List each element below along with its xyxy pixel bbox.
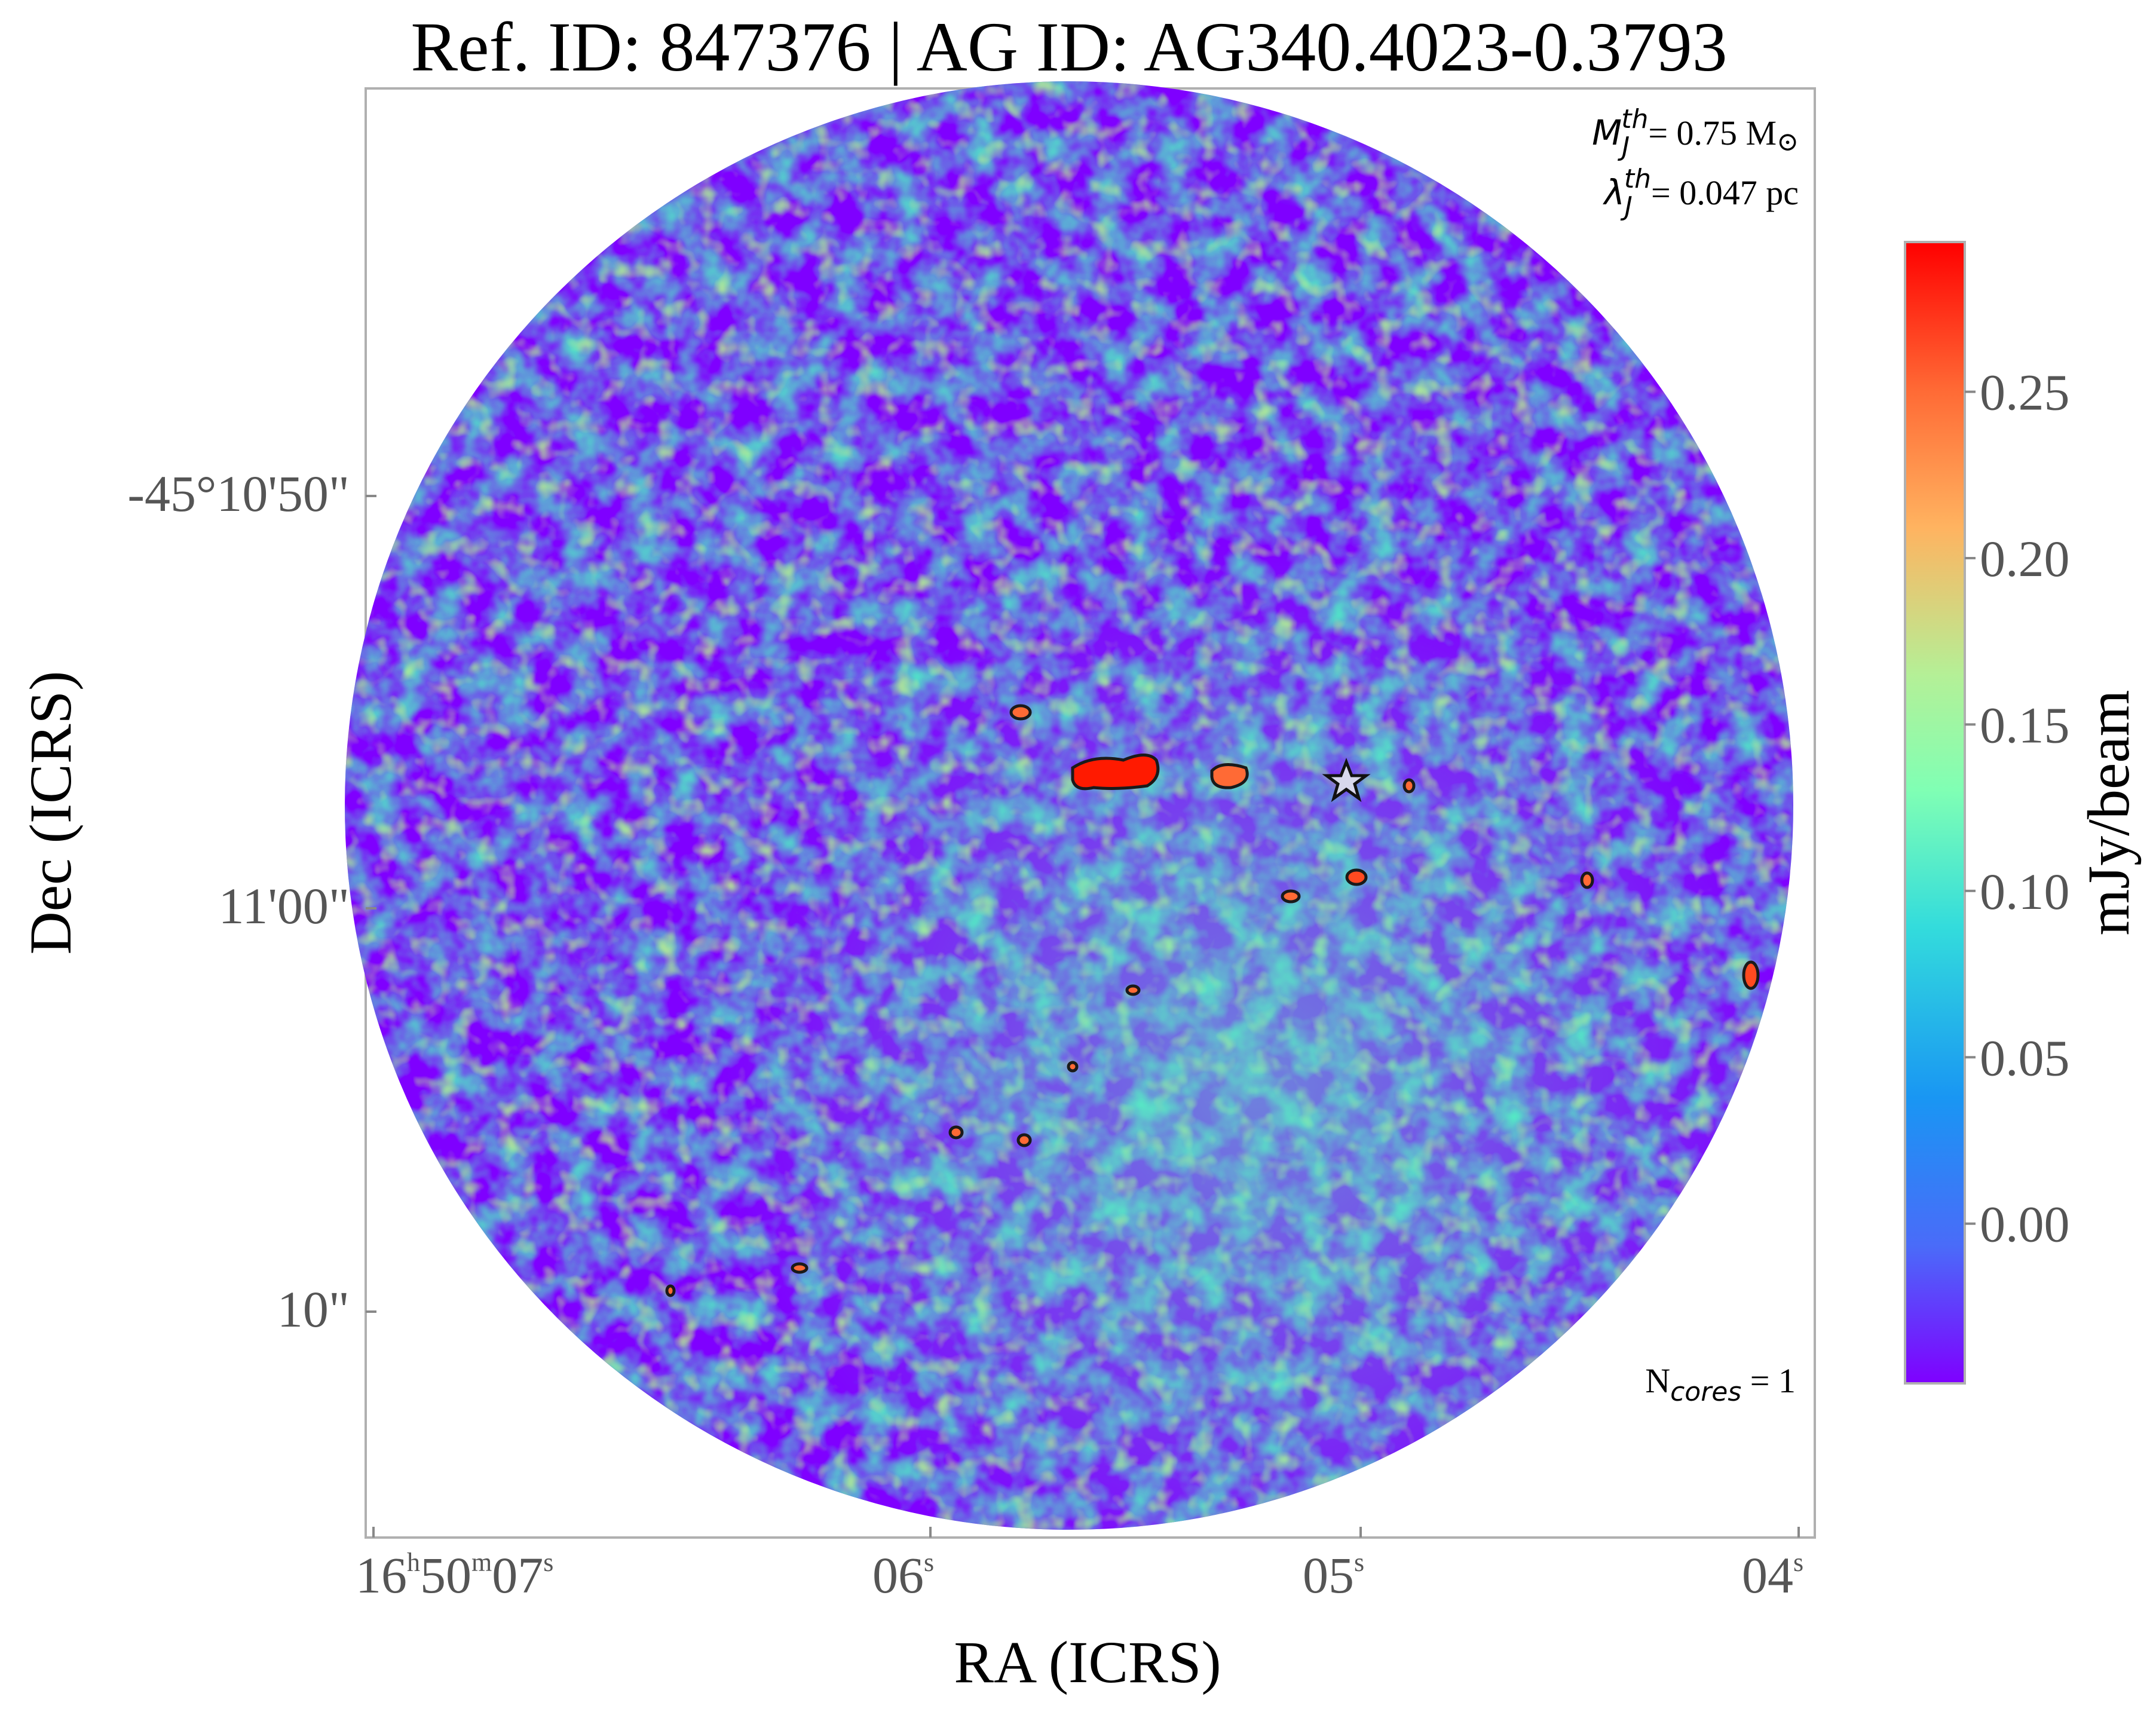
source-blob [1009,704,1032,721]
colorbar-tick-label: 0.25 [1980,364,2070,421]
colorbar-tick-label: 0.05 [1980,1029,2070,1086]
source-blob [1016,1133,1032,1147]
source-blob [791,1262,808,1274]
colorbar-tick-label: 0.20 [1980,530,2070,587]
colorbar-gradient [1904,241,1966,1385]
y-tick-label: 10" [277,1281,350,1338]
tick-marks [366,495,1800,1538]
x-tick-labels: 16h50m07s 06s 05s 04s [356,1546,1803,1604]
star-icon [1322,758,1371,803]
contoured-sources [665,704,1760,1297]
y-tick-label: 11'00" [219,877,350,935]
jeans-length-annotation: λJth= 0.047 pc [1603,164,1799,222]
jeans-mass-annotation: MJth= 0.75 M⊙ [1592,104,1799,162]
y-axis-label: Dec (ICRS) [17,671,84,955]
source-blob [948,1125,964,1140]
x-tick-label: 04s [1742,1546,1803,1604]
emission-map [345,81,1793,1530]
bright-filament [1071,754,1160,791]
x-axis-label: RA (ICRS) [954,1629,1221,1695]
x-tick-label: 16h50m07s [356,1546,553,1604]
source-blob [1067,1061,1079,1073]
ncores-annotation: Ncores = 1 [1645,1361,1796,1407]
colorbar-tick-label: 0.10 [1980,863,2070,920]
y-tick-labels: -45°10'50" 11'00" 10" [127,465,350,1338]
colorbar: 0.25 0.20 0.15 0.10 0.05 0.00 mJy/beam [1904,241,2142,1385]
source-blob [1125,984,1141,996]
source-blob [1742,960,1760,990]
y-tick-label: -45°10'50" [127,465,350,522]
x-tick-label: 05s [1303,1546,1364,1604]
source-blob [1580,871,1594,889]
source-blob [1402,778,1416,794]
colorbar-tick-label: 0.00 [1980,1196,2070,1253]
source-blob [1281,889,1301,904]
plot-title: Ref. ID: 847376 | AG ID: AG340.4023-0.37… [411,8,1727,86]
colorbar-ticks: 0.25 0.20 0.15 0.10 0.05 0.00 [1965,364,2070,1253]
source-blob [1345,868,1368,886]
colorbar-label: mJy/beam [2075,690,2142,935]
x-tick-label: 06s [872,1546,934,1604]
source-blob [1210,763,1249,789]
source-blob [665,1284,676,1297]
colorbar-tick-label: 0.15 [1980,696,2070,754]
